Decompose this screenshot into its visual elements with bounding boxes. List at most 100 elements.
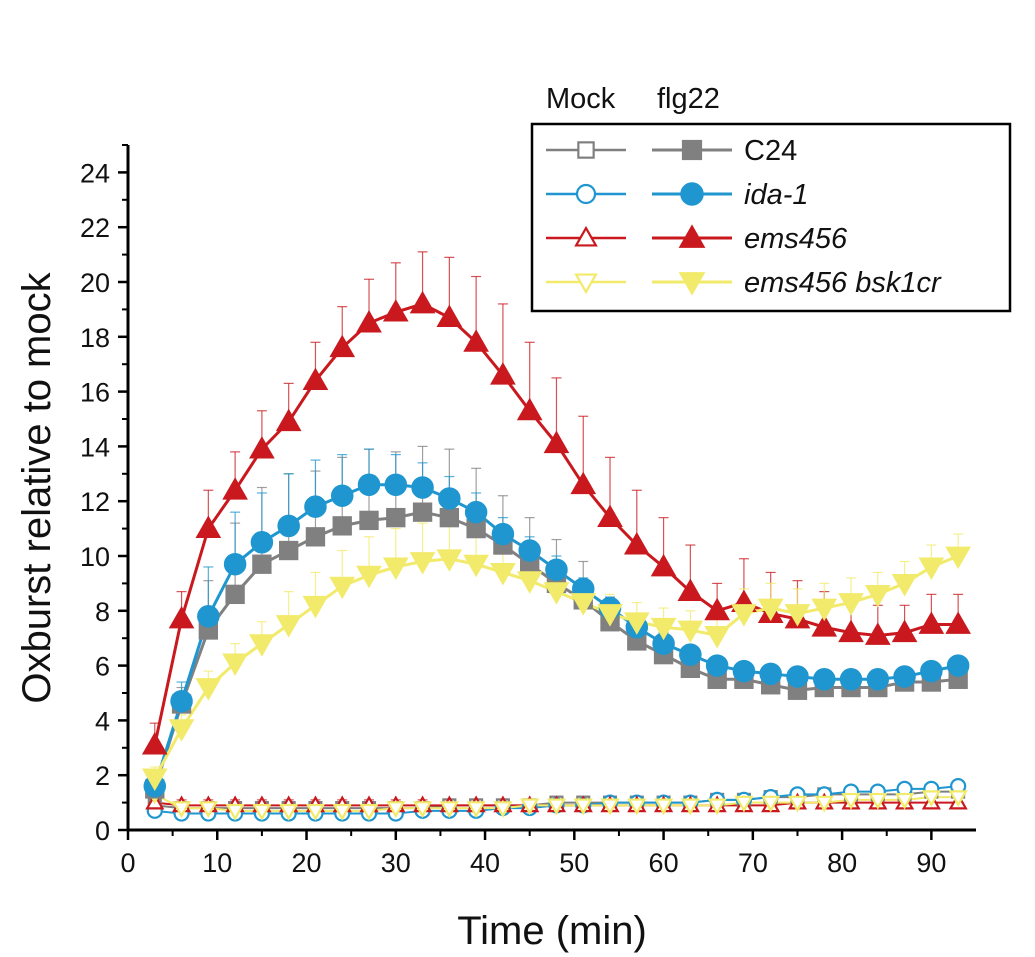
ems456-flg22-point	[570, 471, 597, 495]
ems456-bsk1cr-mock-point	[627, 798, 647, 816]
ems456-flg22-point	[195, 515, 222, 539]
y-tick-label: 2	[95, 761, 110, 791]
y-tick-label: 6	[95, 652, 110, 682]
ems456-flg22-point	[704, 597, 730, 621]
x-tick-label: 80	[827, 848, 857, 878]
ems456-bsk1cr-mock-point	[412, 801, 433, 818]
ems456-bsk1cr-mock-point	[707, 798, 727, 816]
ems456-bsk1cr-flg22-point	[490, 563, 516, 586]
ems456-bsk1cr-mock-point	[948, 790, 968, 808]
ems456-flg22-point	[945, 611, 971, 634]
ems456-flg22-point	[275, 408, 302, 432]
ida-1-flg22-point	[518, 539, 541, 562]
ems456-bsk1cr-flg22-point	[382, 557, 409, 581]
legend-flg22-marker	[678, 224, 706, 248]
ems456-flg22-point	[677, 578, 704, 602]
y-tick-label: 16	[80, 378, 110, 408]
ems456-bsk1cr-flg22-point	[436, 549, 463, 572]
ida-1-flg22-point	[679, 643, 702, 666]
ida-1-flg22-point	[491, 522, 515, 546]
ems456-bsk1cr-flg22-point	[650, 617, 677, 641]
ida-1-flg22-point	[357, 473, 381, 497]
ems456-bsk1cr-flg22-point	[543, 582, 570, 605]
ida-1-flg22-point	[759, 662, 782, 686]
y-tick-label: 18	[80, 323, 110, 353]
ems456-bsk1cr-flg22-point	[864, 584, 891, 608]
legend-flg22-marker	[681, 139, 703, 161]
ems456-flg22-point	[409, 290, 436, 314]
ems456-bsk1cr-mock-point	[680, 798, 700, 816]
ems456-bsk1cr-mock-point	[198, 801, 218, 818]
ems456-bsk1cr-mock-point	[279, 803, 299, 821]
ems456-bsk1cr-mock-point	[493, 801, 513, 818]
y-tick-label: 4	[95, 706, 110, 736]
x-tick-label: 0	[120, 848, 135, 878]
c24-flg22-point	[225, 584, 245, 605]
y-tick-label: 8	[95, 597, 110, 627]
ida-1-flg22-point	[438, 487, 461, 510]
error-bars	[149, 251, 964, 814]
legend-mock-marker	[574, 225, 598, 247]
ems456-bsk1cr-flg22-point	[677, 620, 704, 644]
ems456-bsk1cr-flg22-point	[409, 552, 436, 575]
legend-label-c24: C24	[744, 135, 797, 167]
ems456-bsk1cr-mock-point	[546, 798, 567, 816]
ems456-bsk1cr-flg22-point	[570, 593, 597, 616]
x-tick-label: 60	[649, 848, 679, 878]
ems456-flg22-point	[516, 397, 543, 421]
legend-label-ida-1: ida-1	[744, 179, 809, 211]
legend-samples	[546, 139, 732, 296]
ems456-bsk1cr-flg22-point	[302, 595, 329, 619]
legend: Mock flg22 C24 ida-1 ems456 ems456 bsk1c…	[530, 83, 1012, 313]
ems456-flg22-point	[864, 622, 891, 645]
ida-1-flg22-point	[464, 500, 488, 524]
ida-1-flg22-point	[920, 659, 943, 683]
ems456-bsk1cr-flg22-point	[141, 768, 168, 792]
x-tick-label: 40	[470, 848, 500, 878]
y-tick-label: 20	[80, 268, 110, 298]
ems456-bsk1cr-flg22-point	[784, 604, 811, 627]
c24-flg22-point	[359, 510, 379, 531]
ida-1-flg22-point	[223, 552, 247, 576]
c24-flg22-point	[332, 516, 352, 536]
ems456-bsk1cr-flg22-point	[168, 719, 195, 742]
ems456-bsk1cr-mock-point	[814, 795, 834, 813]
c24-flg22-point	[278, 540, 299, 561]
ems456-bsk1cr-mock-point	[600, 798, 620, 816]
ida-1-flg22-point	[384, 473, 408, 497]
ems456-bsk1cr-flg22-point	[945, 546, 971, 570]
ems456-flg22-point	[543, 430, 570, 454]
ida-1-flg22-point	[197, 605, 220, 628]
ems456-bsk1cr-mock-point	[171, 801, 192, 818]
ems456-bsk1cr-flg22-point	[597, 604, 623, 627]
ems456-flg22-point	[302, 367, 329, 391]
c24-flg22-point	[439, 507, 460, 528]
ems456-flg22-point	[463, 329, 489, 352]
ems456-bsk1cr-mock-point	[894, 792, 915, 810]
ems456-bsk1cr-mock-point	[573, 798, 593, 816]
ems456-flg22-point	[597, 504, 623, 528]
axes	[126, 145, 976, 832]
ems456-bsk1cr-flg22-point	[356, 565, 382, 589]
ems456-bsk1cr-flg22-point	[838, 593, 864, 616]
y-tick-label: 24	[80, 158, 110, 188]
ems456-bsk1cr-mock-point	[734, 795, 754, 813]
ems456-flg22-point	[623, 531, 650, 555]
ems456-bsk1cr-mock-point	[252, 803, 272, 821]
ems456-bsk1cr-flg22-point	[195, 678, 222, 701]
ems456-bsk1cr-flg22-point	[222, 653, 248, 676]
ems456-flg22-point	[141, 731, 168, 755]
c24-flg22-point	[305, 527, 326, 547]
ems456-bsk1cr-flg22-point	[329, 576, 356, 600]
ida-1-flg22-point	[411, 476, 434, 499]
ems456-flg22-point	[838, 619, 864, 643]
ems456-flg22-point	[891, 619, 918, 643]
legend-label-ems456: ems456	[744, 223, 848, 255]
ida-1-flg22-point	[170, 689, 193, 713]
x-tick-label: 90	[916, 848, 946, 878]
y-tick-label: 14	[80, 432, 110, 462]
ida-1-flg22-point	[277, 514, 300, 538]
legend-mock-marker	[574, 273, 598, 295]
ems456-bsk1cr-mock-point	[761, 795, 781, 813]
